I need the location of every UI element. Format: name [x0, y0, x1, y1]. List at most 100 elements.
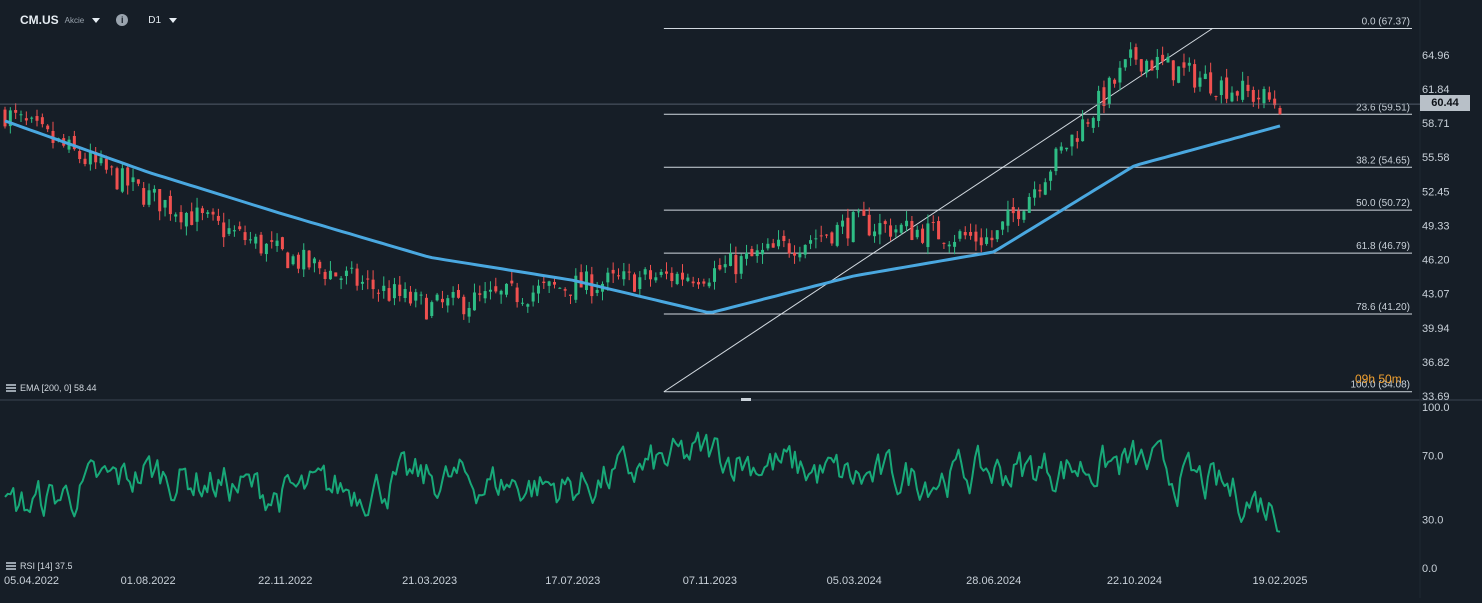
bear-candle [681, 272, 685, 280]
bear-candle [1182, 62, 1186, 68]
bear-candle [665, 271, 669, 274]
symbol-type: Akcie [64, 15, 85, 25]
bear-candle [286, 252, 290, 269]
symbol-name[interactable]: CM.US [20, 13, 59, 27]
bull-candle [254, 236, 258, 244]
bull-candle [339, 278, 343, 281]
bull-candle [467, 308, 471, 317]
bull-candle [1118, 67, 1122, 83]
bull-candle [264, 243, 268, 255]
bear-candle [883, 221, 887, 225]
bear-candle [158, 189, 162, 212]
bear-candle [649, 270, 653, 280]
bull-candle [451, 292, 455, 298]
info-icon[interactable]: i [116, 14, 129, 26]
bear-candle [259, 234, 263, 254]
bull-candle [1065, 147, 1069, 150]
rsi-axis-tick-label: 30.0 [1422, 515, 1443, 527]
price-axis-tick-label: 49.33 [1422, 220, 1450, 232]
bull-candle [841, 220, 845, 227]
bull-candle [584, 271, 588, 291]
bear-candle [24, 118, 28, 121]
indicator-settings-icon[interactable] [6, 562, 16, 570]
bull-candle [878, 223, 882, 235]
bear-candle [398, 284, 402, 296]
bear-candle [104, 158, 108, 170]
bull-candle [707, 282, 711, 287]
bear-candle [702, 281, 706, 284]
timeframe-caret-icon[interactable] [169, 17, 178, 23]
bull-candle [899, 224, 903, 233]
bear-candle [323, 271, 327, 280]
timeframe-selector[interactable]: D1 [148, 14, 162, 26]
fib-trend-line [663, 28, 1213, 393]
bull-candle [995, 230, 999, 240]
bear-candle [190, 211, 194, 225]
bear-candle [969, 231, 973, 236]
bull-candle [675, 273, 679, 284]
bull-candle [531, 292, 535, 302]
bear-candle [478, 293, 482, 295]
bear-candle [579, 272, 583, 288]
fib-level-label: 61.8 (46.79) [1356, 241, 1410, 252]
date-axis-tick-label: 05.04.2022 [4, 575, 59, 587]
bull-candle [873, 231, 877, 237]
bull-candle [360, 281, 364, 284]
pane-resize-handle[interactable] [741, 398, 751, 401]
bear-candle [782, 235, 786, 242]
bull-candle [248, 239, 252, 241]
bear-candle [136, 179, 140, 184]
bear-candle [83, 158, 87, 165]
rsi-axis-tick-label: 100.0 [1422, 402, 1450, 414]
bear-candle [1273, 98, 1277, 106]
bull-candle [1241, 80, 1245, 100]
bull-candle [654, 277, 658, 281]
bear-candle [1225, 77, 1229, 99]
bull-candle [472, 292, 476, 311]
bear-candle [1246, 84, 1250, 91]
bear-candle [931, 221, 935, 223]
bear-candle [243, 232, 247, 241]
bull-candle [1129, 49, 1133, 58]
bear-candle [307, 250, 311, 268]
bear-candle [94, 151, 98, 163]
bull-candle [745, 252, 749, 259]
ema-indicator-label: EMA [200, 0] 58.44 [6, 383, 97, 393]
bull-candle [419, 294, 423, 296]
bull-candle [504, 283, 508, 295]
bull-candle [499, 290, 503, 295]
rsi-indicator-label: RSI [14] 37.5 [6, 561, 73, 571]
bear-candle [862, 209, 866, 216]
bear-candle [937, 221, 941, 240]
bear-candle [963, 231, 967, 236]
dropdown-caret-icon[interactable] [92, 17, 101, 23]
bear-candle [168, 195, 172, 215]
bear-candle [494, 286, 498, 292]
bear-candle [825, 234, 829, 236]
bull-candle [184, 212, 188, 227]
bear-candle [515, 287, 519, 303]
bull-candle [446, 298, 450, 306]
bear-candle [1017, 210, 1021, 220]
bear-candle [568, 294, 572, 296]
bear-candle [110, 166, 114, 168]
bear-candle [456, 289, 460, 298]
bull-candle [1107, 77, 1111, 105]
price-axis-tick-label: 33.69 [1422, 391, 1450, 403]
bear-candle [867, 214, 871, 236]
price-axis-tick-label: 39.94 [1422, 323, 1450, 335]
bear-candle [1251, 89, 1255, 102]
indicator-settings-icon[interactable] [6, 384, 16, 392]
ema-line [4, 119, 1281, 314]
bull-candle [777, 239, 781, 247]
bear-candle [542, 281, 546, 284]
bear-candle [632, 274, 636, 292]
bear-candle [819, 235, 823, 237]
bull-candle [558, 287, 562, 289]
bull-candle [809, 240, 813, 244]
price-axis-tick-label: 61.84 [1422, 84, 1450, 96]
bull-candle [1230, 92, 1234, 102]
bear-candle [115, 168, 119, 190]
